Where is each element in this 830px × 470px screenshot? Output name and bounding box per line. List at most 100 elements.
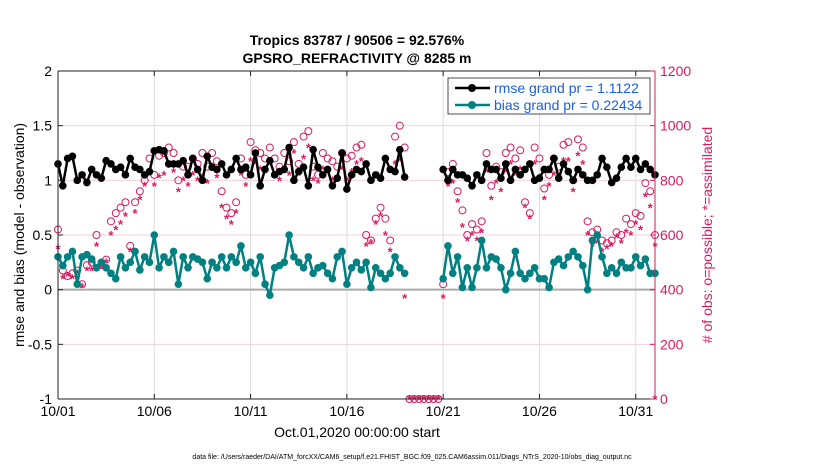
chart-subtitle: GPSRO_REFRACTIVITY @ 8285 m	[243, 50, 472, 66]
bias-point	[468, 283, 476, 292]
rmse-point	[299, 163, 308, 172]
bias-point	[593, 231, 602, 239]
bias-point	[506, 269, 515, 278]
bias-point	[121, 264, 130, 272]
y-right-tick-label: 0	[660, 391, 668, 407]
rmse-point	[473, 171, 481, 179]
assimilated-obs-point: *	[527, 212, 533, 227]
bias-point	[530, 264, 539, 272]
possible-obs-point	[111, 209, 120, 218]
possible-obs-point	[386, 236, 395, 245]
rmse-point	[444, 176, 452, 185]
assimilated-obs-point: *	[104, 255, 110, 270]
assimilated-obs-point: *	[648, 201, 654, 216]
assimilated-obs-point: *	[157, 171, 163, 186]
assimilated-obs-point: *	[248, 154, 254, 169]
possible-obs-point	[564, 138, 573, 147]
bias-point	[155, 264, 163, 272]
bias-point	[521, 274, 529, 283]
bias-point	[607, 264, 616, 272]
assimilated-obs-point: *	[181, 173, 187, 188]
assimilated-obs-point: *	[123, 209, 129, 224]
bias-point	[299, 264, 308, 272]
bias-point	[391, 253, 399, 261]
bias-point	[97, 258, 106, 267]
possible-obs-point	[521, 198, 530, 207]
y-tick-label: 2	[44, 63, 52, 79]
rmse-point	[266, 156, 274, 165]
rmse-point	[338, 149, 346, 157]
bias-point	[102, 264, 110, 272]
bias-point	[107, 269, 115, 278]
bias-point	[241, 264, 250, 272]
rmse-point	[391, 167, 399, 176]
assimilated-obs-point: *	[70, 272, 76, 287]
bias-point	[501, 285, 510, 294]
assimilated-obs-point: *	[364, 239, 370, 254]
bias-point	[511, 247, 520, 256]
bias-point	[492, 255, 500, 263]
rmse-point	[564, 167, 573, 176]
assimilated-obs-point: *	[243, 179, 249, 194]
y-tick-label: 1	[44, 172, 52, 188]
rmse-point	[588, 176, 597, 185]
y-right-tick-label: 200	[660, 336, 684, 352]
rmse-point	[559, 160, 568, 168]
assimilated-obs-point: *	[99, 261, 105, 276]
possible-obs-point	[227, 209, 236, 218]
bias-point	[357, 266, 366, 274]
assimilated-obs-point: *	[566, 154, 572, 169]
bias-point	[598, 253, 606, 261]
bias-point	[352, 258, 361, 267]
bias-point	[304, 253, 313, 261]
bias-point	[294, 258, 303, 267]
bias-point	[338, 247, 346, 256]
assimilated-obs-point: *	[532, 157, 538, 172]
legend: rmse grand pr = 1.1122 bias grand pr = 0…	[447, 77, 651, 115]
possible-obs-point	[583, 217, 592, 226]
rmse-point	[333, 174, 342, 182]
assimilated-obs-point: *	[643, 190, 649, 205]
bias-point	[285, 231, 293, 239]
y-right-tick-label: 1200	[660, 63, 691, 79]
bias-point	[343, 280, 351, 289]
bias-point	[160, 253, 168, 261]
assimilated-obs-point: *	[580, 157, 586, 172]
possible-obs-point	[232, 198, 241, 207]
rmse-point	[285, 143, 293, 152]
bias-point	[256, 253, 265, 261]
possible-obs-point	[641, 179, 650, 188]
rmse-point	[448, 165, 457, 174]
plot-marks: * * * *** *** ** * ****** ** * *** ** * * *** ***** * ** *…	[54, 121, 659, 407]
rmse-point	[535, 174, 544, 182]
possible-obs-point	[458, 206, 467, 215]
assimilated-obs-point: *	[65, 269, 71, 284]
possible-obs-point	[463, 231, 472, 239]
rmse-point	[136, 165, 144, 174]
bias-point	[453, 253, 462, 261]
assimilated-obs-point: *	[498, 184, 504, 199]
assimilated-obs-point: *	[171, 165, 177, 180]
bias-point	[569, 247, 577, 256]
bias-point	[164, 258, 173, 267]
assimilated-obs-point: *	[571, 184, 577, 199]
assimilated-obs-point: *	[455, 195, 461, 210]
rmse-point	[627, 163, 635, 172]
rmse-point	[550, 154, 558, 163]
bias-point	[126, 258, 135, 267]
bias-point	[641, 255, 650, 263]
assimilated-obs-point: *	[89, 264, 95, 279]
bias-point	[526, 269, 534, 278]
rmse-point	[121, 171, 130, 179]
possible-obs-point	[323, 154, 332, 163]
rmse-point	[636, 165, 645, 174]
assimilated-obs-point: *	[484, 165, 490, 180]
bias-point	[131, 247, 139, 256]
assimilated-obs-point: *	[340, 162, 346, 177]
rmse-point	[574, 165, 582, 174]
rmse-point	[376, 174, 385, 182]
bias-point	[92, 264, 101, 272]
rmse-point	[622, 154, 630, 163]
possible-obs-point	[246, 138, 255, 147]
possible-obs-point	[516, 146, 525, 155]
